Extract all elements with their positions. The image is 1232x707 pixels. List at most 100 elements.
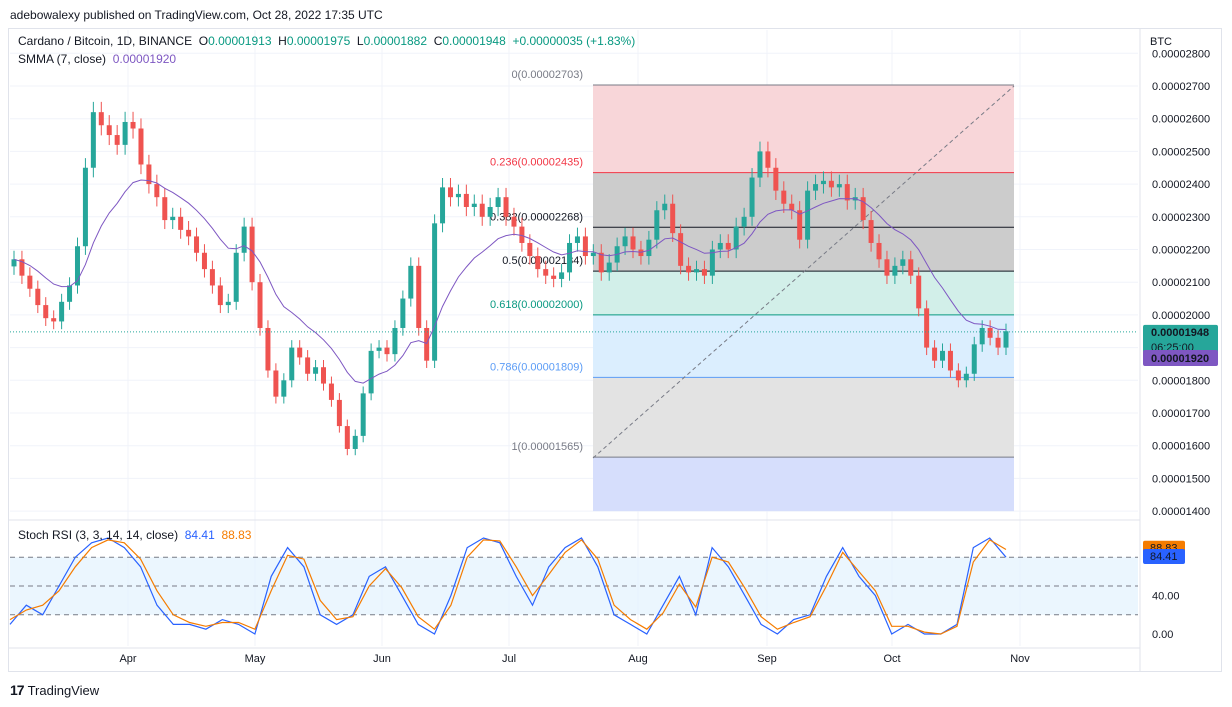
candle-body (582, 236, 588, 257)
candle-body (321, 367, 327, 384)
candle-body (146, 164, 152, 185)
candle-body (162, 197, 168, 221)
candle-body (860, 197, 866, 221)
candle-body (225, 301, 231, 306)
smma-legend[interactable]: SMMA (7, close) 0.00001920 (18, 52, 176, 66)
candle-body (813, 184, 819, 191)
candle-body (471, 203, 477, 207)
candle-body (678, 233, 684, 266)
low-label: L (356, 34, 364, 48)
candle-body (122, 121, 128, 145)
candle-body (186, 229, 192, 237)
candle-body (646, 239, 652, 257)
candle-body (487, 206, 493, 217)
candle-body (74, 246, 80, 286)
candle-body (789, 203, 795, 211)
candle-body (360, 393, 366, 436)
candle-body (654, 210, 660, 240)
candle-body (725, 242, 731, 250)
symbol-legend: Cardano / Bitcoin, 1D, BINANCE O0.000019… (18, 34, 635, 48)
candle-body (59, 301, 65, 322)
candle-body (916, 275, 922, 309)
last-price-tag (1143, 324, 1218, 355)
candle-body (884, 259, 890, 276)
fib-zone (593, 172, 1014, 228)
candle-body (820, 180, 826, 185)
candle-body (447, 187, 453, 198)
candle-body (138, 128, 144, 165)
candle-body (551, 275, 557, 279)
candle-body (194, 236, 200, 253)
currency-label: BTC (1150, 36, 1172, 48)
candle-body (638, 249, 644, 257)
candle-body (670, 203, 676, 234)
candle-body (686, 265, 692, 273)
candle-body (170, 216, 176, 221)
time-tick-label: Aug (628, 653, 648, 665)
candle-body (19, 259, 25, 276)
rsi-tick-label: 0.00 (1152, 629, 1173, 641)
stoch-rsi-legend[interactable]: Stoch RSI (3, 3, 14, 14, close) 84.41 88… (18, 528, 251, 542)
candle-body (987, 327, 993, 338)
candle-body (233, 252, 239, 302)
candle-body (606, 262, 612, 273)
price-tick-label: 0.00001500 (1152, 473, 1210, 485)
candle-body (567, 242, 573, 273)
candle-body (11, 259, 17, 267)
candle-body (709, 249, 715, 276)
price-tick-label: 0.00002000 (1152, 310, 1210, 322)
candle-body (455, 193, 461, 198)
price-tick-label: 0.00002600 (1152, 114, 1210, 126)
candle-body (733, 226, 739, 250)
smma-value: 0.00001920 (112, 52, 177, 66)
candle-body (352, 435, 358, 449)
candle-body (289, 347, 295, 381)
time-tick-label: Nov (1010, 653, 1030, 665)
candle-body (598, 252, 604, 273)
candle-body (701, 269, 707, 276)
symbol-title[interactable]: Cardano / Bitcoin, 1D, BINANCE (18, 34, 193, 48)
candle-body (844, 184, 850, 201)
candle-body (693, 269, 699, 273)
candle-body (947, 350, 953, 371)
candle-body (995, 337, 1001, 348)
candle-body (622, 236, 628, 247)
brand-label: TradingView (27, 682, 100, 698)
candle-body (773, 167, 779, 191)
stoch-rsi-d-line (9, 539, 1007, 635)
publisher-line: adebowalexy published on TradingView.com… (10, 8, 383, 22)
fib-level-label: 0.236(0.00002435) (490, 157, 583, 169)
stoch-rsi-d-value: 88.83 (221, 528, 252, 542)
candle-body (297, 347, 303, 358)
candle-body (828, 180, 834, 188)
candle-body (114, 135, 120, 145)
candle-body (51, 318, 57, 322)
candle-body (408, 265, 414, 299)
smma-label: SMMA (7, close) (18, 52, 107, 66)
fib-level-label: 1(0.00001565) (511, 441, 583, 453)
tradingview-brand[interactable]: 17 TradingView (10, 682, 99, 698)
candle-body (940, 350, 946, 361)
chart-frame (8, 28, 1222, 672)
fib-level-label: 0.786(0.00001809) (490, 361, 583, 373)
candle-body (535, 256, 541, 270)
fib-zone (593, 271, 1014, 315)
price-tick-label: 0.00002500 (1152, 146, 1210, 158)
candle-body (757, 151, 763, 178)
candle-body (543, 269, 549, 276)
candle-body (178, 216, 184, 230)
candle-body (265, 327, 271, 371)
candle-body (955, 370, 961, 381)
candle-body (241, 226, 247, 253)
candle-body (892, 265, 898, 276)
candle-body (368, 350, 374, 394)
open-label: O (198, 34, 209, 48)
tradingview-logo-icon: 17 (10, 682, 25, 698)
candle-body (963, 373, 969, 381)
price-tick-label: 0.00002400 (1152, 179, 1210, 191)
fib-zone (593, 314, 1014, 378)
candle-body (495, 197, 501, 207)
candle-body (781, 190, 787, 204)
candle-body (924, 308, 930, 348)
